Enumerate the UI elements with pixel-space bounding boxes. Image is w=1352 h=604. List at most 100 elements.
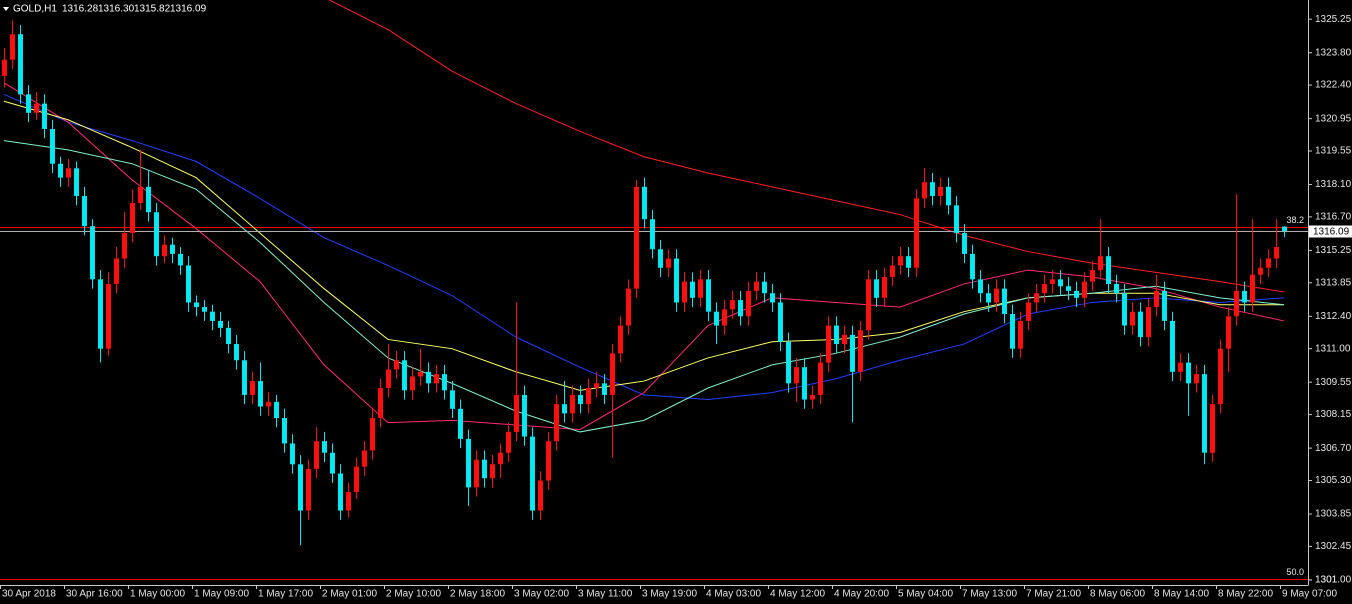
candle-body — [178, 253, 183, 266]
candle-body — [1010, 314, 1015, 349]
candle-body — [234, 344, 239, 361]
ohlc-close: 1316.09 — [170, 4, 207, 15]
x-tick-label: 7 May 21:00 — [1026, 589, 1081, 600]
candle-body — [522, 394, 527, 437]
candle-body — [874, 279, 879, 298]
candle-body — [1106, 256, 1111, 284]
candle-body — [626, 288, 631, 326]
candle-body — [506, 431, 511, 453]
candle-body — [1242, 290, 1247, 303]
candle-body — [514, 394, 519, 432]
candle-body — [586, 387, 591, 405]
candle-body — [402, 360, 407, 391]
candle-body — [474, 459, 479, 488]
candle-body — [1138, 311, 1143, 338]
level-label: 50.0 — [1286, 567, 1304, 577]
y-tick-label: 1320.95 — [1315, 113, 1352, 124]
candle-body — [1002, 288, 1007, 315]
candle-body — [130, 203, 135, 234]
candle-body — [258, 381, 263, 407]
y-tick-label: 1319.55 — [1315, 146, 1352, 157]
y-tick-label: 1303.85 — [1315, 509, 1352, 520]
candle-body — [906, 256, 911, 268]
candle-body — [98, 279, 103, 349]
indicator-line — [3, 140, 1285, 433]
y-tick-label: 1308.15 — [1315, 409, 1352, 420]
candle-body — [1154, 290, 1159, 308]
candle-body — [442, 374, 447, 391]
candle-body — [890, 265, 895, 278]
x-tick-label: 2 May 18:00 — [450, 589, 505, 600]
level-label: 38.2 — [1286, 215, 1304, 225]
x-tick-label: 5 May 04:00 — [898, 589, 953, 600]
candle-body — [634, 186, 639, 289]
candle-body — [202, 307, 207, 312]
candle-body — [426, 371, 431, 384]
candle-body — [866, 279, 871, 331]
candle-body — [778, 302, 783, 342]
candle-body — [706, 279, 711, 312]
x-tick-label: 3 May 19:00 — [642, 589, 697, 600]
candle-body — [1042, 283, 1047, 294]
x-tick-label: 2 May 10:00 — [386, 589, 441, 600]
candle-body — [290, 443, 295, 465]
candle-body — [170, 244, 175, 254]
candle-body — [2, 59, 7, 76]
candle-body — [1226, 316, 1231, 349]
x-tick-label: 4 May 20:00 — [834, 589, 889, 600]
candle-body — [450, 390, 455, 409]
candle-body — [1210, 404, 1215, 453]
candle-body — [602, 383, 607, 395]
ohlc-open: 1316.28 — [62, 4, 99, 15]
candle-body — [1274, 246, 1279, 259]
y-tick-label: 1301.00 — [1315, 575, 1352, 586]
candle-body — [1186, 362, 1191, 384]
candle-body — [90, 226, 95, 280]
candle-body — [282, 418, 287, 444]
candle-body — [74, 168, 79, 197]
candle-body — [194, 302, 199, 308]
candle-body — [1266, 258, 1271, 268]
candle-body — [930, 182, 935, 197]
candle-body — [114, 258, 119, 284]
candle-body — [666, 258, 671, 268]
candle-body — [394, 360, 399, 370]
x-tick-label: 4 May 03:00 — [706, 589, 761, 600]
candle-body — [802, 367, 807, 400]
candle-body — [1130, 311, 1135, 326]
candle-body — [346, 492, 351, 511]
candle-body — [682, 281, 687, 303]
indicator-line — [3, 93, 1285, 401]
menu-arrow[interactable] — [3, 7, 9, 11]
candle-body — [1194, 374, 1199, 384]
candle-body — [786, 341, 791, 384]
candle-body — [746, 290, 751, 317]
candle-body — [482, 459, 487, 479]
candle-body — [714, 311, 719, 326]
y-tick-label: 1323.80 — [1315, 47, 1352, 58]
ohlc-high: 1316.30 — [98, 4, 135, 15]
candle-body — [578, 394, 583, 405]
candle-body — [58, 163, 63, 178]
candle-body — [1162, 290, 1167, 321]
x-tick-label: 3 May 02:00 — [514, 589, 569, 600]
y-tick-label: 1305.30 — [1315, 475, 1352, 486]
candle-body — [274, 401, 279, 419]
x-tick-label: 9 May 07:00 — [1282, 589, 1337, 600]
candle-body — [418, 371, 423, 377]
x-tick-label: 8 May 06:00 — [1090, 589, 1145, 600]
candle-body — [458, 408, 463, 439]
candle-body — [562, 404, 567, 414]
y-tick-label: 1301 — [1315, 575, 1338, 586]
candle-body — [554, 404, 559, 442]
candle-body — [546, 441, 551, 481]
candle-body — [954, 205, 959, 234]
candle-body — [1250, 274, 1255, 303]
candle-body — [490, 464, 495, 479]
candle-body — [386, 369, 391, 388]
candle-body — [818, 362, 823, 395]
candle-body — [1178, 362, 1183, 372]
candle-body — [618, 325, 623, 354]
